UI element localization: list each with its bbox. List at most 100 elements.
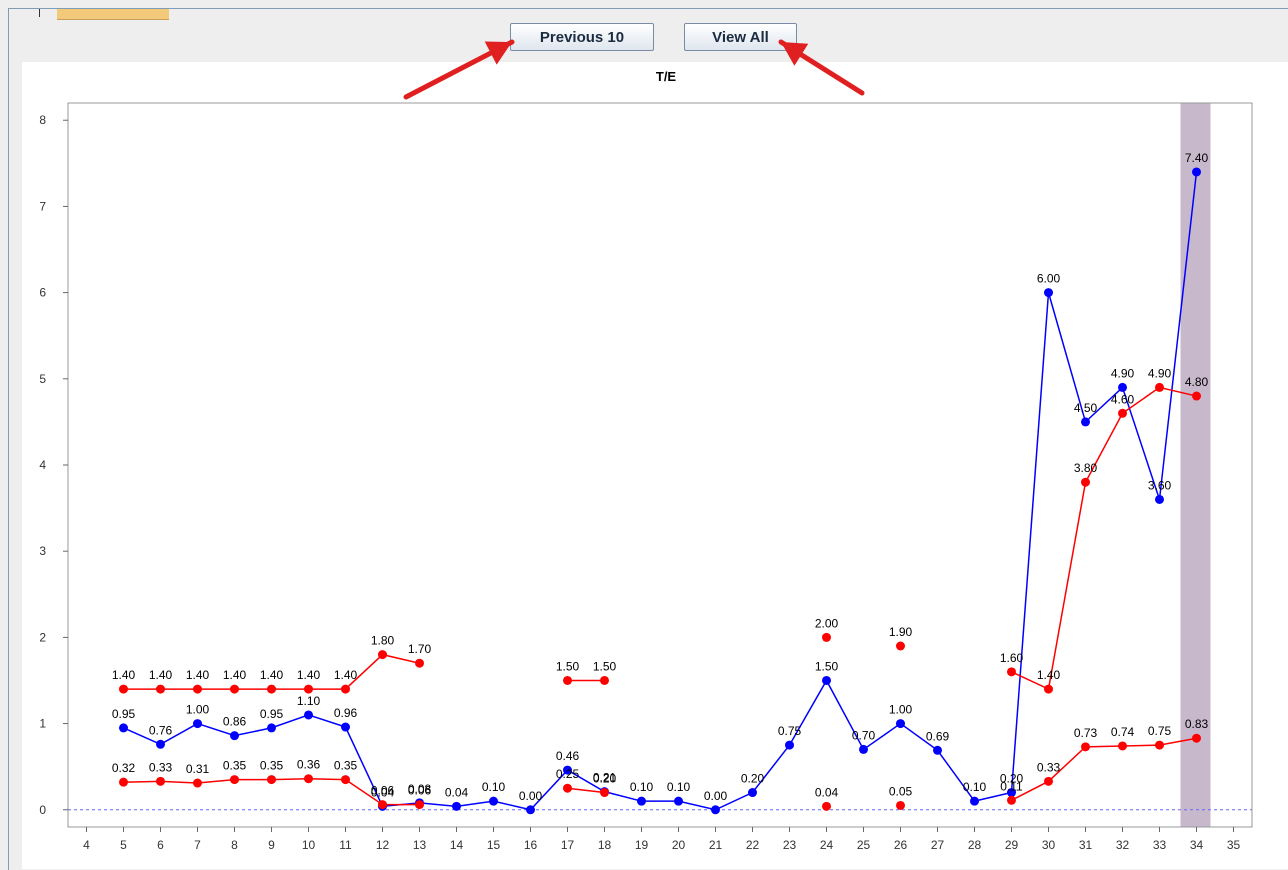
- red-upper-series-point: [1155, 382, 1164, 392]
- x-tick-label: 29: [1005, 838, 1019, 852]
- frame-edge-marker: [39, 9, 40, 17]
- red-lower-series-point: [1044, 776, 1053, 786]
- red-lower-series-point: [822, 801, 831, 811]
- blue-series-point: [1118, 382, 1127, 392]
- annotation-arrows: [403, 39, 865, 100]
- red-upper-series-data-label: 3.80: [1074, 461, 1098, 475]
- red-upper-series-point: [896, 641, 905, 651]
- blue-series-data-label: 0.20: [741, 772, 765, 786]
- blue-series-point: [1044, 288, 1053, 298]
- red-upper-series-point: [563, 675, 572, 685]
- red-upper-series-point: [1081, 477, 1090, 487]
- red-lower-series-line: [1011, 737, 1197, 801]
- red-upper-series-data-label: 4.90: [1148, 366, 1172, 380]
- red-lower-series-data-label: 0.73: [1074, 726, 1098, 740]
- x-tick-label: 26: [894, 838, 908, 852]
- red-upper-series-point: [230, 684, 239, 694]
- blue-series-point: [563, 765, 572, 775]
- arrow-to-view-all-button: [778, 39, 865, 96]
- blue-series-point: [230, 731, 239, 741]
- blue-series-data-label: 0.46: [556, 749, 580, 763]
- x-tick-label: 7: [194, 838, 201, 852]
- blue-series-data-label: 0.10: [963, 780, 987, 794]
- y-tick-label: 3: [39, 544, 46, 558]
- frame-tab[interactable]: [57, 9, 169, 20]
- y-tick-label: 5: [39, 372, 46, 386]
- red-upper-series-data-label: 4.60: [1111, 392, 1135, 406]
- red-lower-series-data-label: 0.31: [186, 762, 210, 776]
- previous-10-button[interactable]: Previous 10: [510, 23, 654, 51]
- blue-series-data-label: 3.60: [1148, 478, 1172, 492]
- red-upper-series-point: [600, 675, 609, 685]
- blue-series-point: [193, 719, 202, 729]
- red-lower-series-point: [600, 788, 609, 798]
- red-upper-series-point: [1007, 667, 1016, 677]
- blue-series-point: [304, 710, 313, 720]
- blue-series-point: [748, 788, 757, 798]
- red-lower-series-point: [896, 800, 905, 810]
- blue-series-point: [896, 719, 905, 729]
- x-tick-label: 22: [746, 838, 760, 852]
- red-lower-series-data-label: 0.35: [223, 759, 247, 773]
- arrow-to-view-all-button-head: [781, 42, 809, 66]
- red-upper-series-point: [378, 650, 387, 660]
- x-tick-label: 34: [1190, 838, 1204, 852]
- red-upper-series-point: [1192, 391, 1201, 401]
- blue-series-data-label: 6.00: [1037, 272, 1061, 286]
- x-tick-label: 20: [672, 838, 686, 852]
- red-lower-series-point: [1155, 740, 1164, 750]
- x-tick-label: 21: [709, 838, 723, 852]
- x-tick-label: 25: [857, 838, 871, 852]
- x-tick-label: 11: [339, 838, 352, 852]
- red-lower-series-point: [193, 778, 202, 788]
- red-lower-series-data-label: 0.36: [297, 758, 321, 772]
- blue-series-data-label: 0.95: [112, 707, 136, 721]
- blue-series-point: [785, 740, 794, 750]
- x-tick-label: 9: [268, 838, 275, 852]
- red-upper-series-data-label: 1.40: [112, 668, 136, 682]
- red-upper-series-data-label: 1.50: [593, 659, 617, 673]
- red-lower-series-data-label: 0.06: [371, 784, 395, 798]
- blue-series-data-label: 0.10: [482, 780, 506, 794]
- red-lower-series-data-label: 0.33: [1037, 760, 1061, 774]
- red-lower-series-data-label: 0.11: [1000, 779, 1023, 793]
- arrow-to-previous-button: [403, 39, 515, 100]
- blue-series-data-label: 4.90: [1111, 366, 1135, 380]
- red-lower-series-data-label: 0.33: [149, 760, 173, 774]
- blue-series-data-label: 0.10: [630, 780, 654, 794]
- red-upper-series-point: [156, 684, 165, 694]
- blue-series-data-label: 0.04: [371, 785, 395, 799]
- blue-series-point: [341, 722, 350, 732]
- blue-series-data-label: 0.08: [408, 782, 432, 796]
- blue-series-point: [970, 796, 979, 806]
- red-upper-series-data-label: 1.40: [149, 668, 173, 682]
- blue-series-data-label: 0.00: [519, 789, 543, 803]
- blue-series-data-label: 0.10: [667, 780, 691, 794]
- blue-series-point: [1192, 167, 1201, 177]
- red-lower-series-data-label: 0.74: [1111, 725, 1135, 739]
- red-lower-series-point: [378, 800, 387, 810]
- view-all-button[interactable]: View All: [684, 23, 797, 51]
- red-upper-series-point: [415, 658, 424, 668]
- red-lower-series-data-label: 0.04: [815, 785, 839, 799]
- blue-series-data-label: 0.96: [334, 706, 358, 720]
- red-upper-series-data-label: 1.40: [260, 668, 284, 682]
- red-lower-series-data-label: 0.06: [408, 784, 432, 798]
- blue-series-data-label: 7.40: [1185, 151, 1209, 165]
- blue-series-data-label: 0.75: [778, 724, 802, 738]
- blue-series-data-label: 1.00: [186, 703, 210, 717]
- red-upper-series-point: [193, 684, 202, 694]
- red-lower-series-data-label: 0.35: [260, 759, 284, 773]
- blue-series-point: [933, 745, 942, 755]
- blue-series-point: [1155, 494, 1164, 504]
- x-tick-label: 31: [1079, 838, 1093, 852]
- blue-series-point: [526, 805, 535, 815]
- x-tick-label: 28: [968, 838, 982, 852]
- red-upper-series-data-label: 1.40: [297, 668, 321, 682]
- red-upper-series-point: [1044, 684, 1053, 694]
- chart-title: T/E: [656, 69, 677, 84]
- blue-series-data-label: 4.50: [1074, 401, 1098, 415]
- red-lower-series-point: [341, 775, 350, 785]
- x-tick-label: 14: [450, 838, 464, 852]
